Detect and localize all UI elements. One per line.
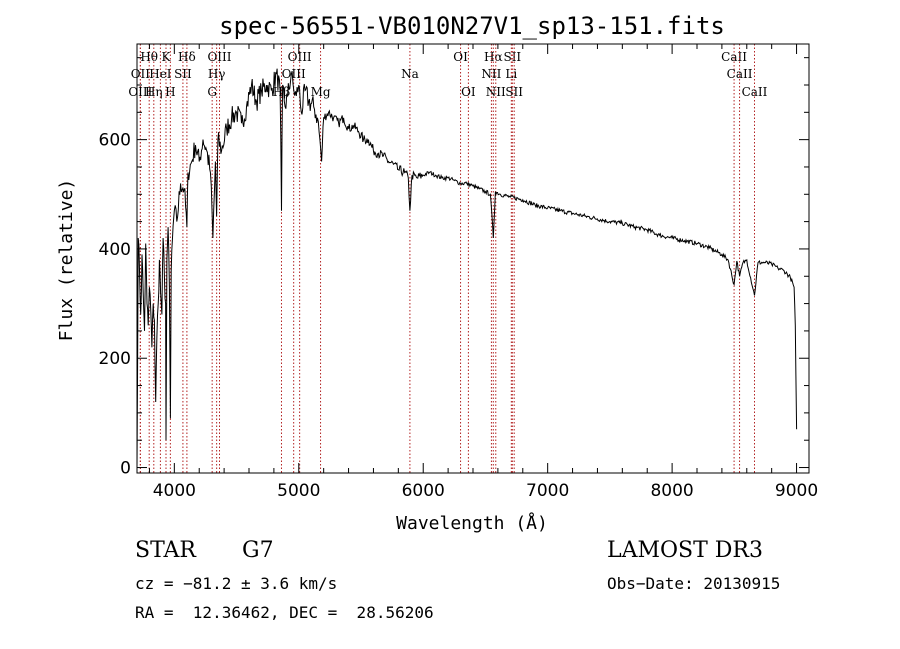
line-label-2: Hδ: [178, 50, 196, 64]
chart-title: spec-56551-VB010N27V1_sp13-151.fits: [219, 12, 725, 40]
object-subclass: G7: [242, 538, 274, 563]
line-label-10: HeI: [149, 67, 172, 81]
line-label-17: CaII: [727, 67, 753, 81]
x-axis-label: Wavelength (Å): [396, 512, 548, 534]
line-label-27: CaII: [742, 85, 768, 99]
object-class: STAR: [135, 538, 196, 563]
line-label-25: NII: [486, 85, 506, 99]
redshift-value: cz = −81.2 ± 3.6 km/s: [135, 574, 338, 593]
line-label-21: G: [207, 85, 217, 99]
series-line-0: [136, 68, 798, 468]
y-tick-label-3: 600: [99, 131, 131, 151]
x-tick-label-3: 7000: [526, 481, 569, 501]
line-label-16: Li: [505, 67, 517, 81]
sky-coordinates: RA = 12.36462, DEC = 28.56206: [135, 603, 434, 622]
x-tick-label-0: 4000: [153, 481, 196, 501]
y-axis-label: Flux (relative): [56, 179, 77, 342]
line-label-9: OII: [131, 67, 151, 81]
x-tick-label-2: 6000: [402, 481, 445, 501]
line-label-7: SII: [503, 50, 521, 64]
line-label-0: Hθ: [140, 50, 158, 64]
x-tick-label-4: 8000: [650, 481, 693, 501]
line-label-14: Na: [401, 67, 419, 81]
line-label-1: K: [162, 50, 172, 64]
line-label-22: Hβ: [273, 85, 290, 99]
line-label-19: Hη: [145, 85, 163, 99]
y-tick-label-2: 400: [99, 240, 131, 260]
observation-date: Obs−Date: 20130915: [607, 574, 781, 593]
x-axis-ticks: 4000 5000 6000 7000 8000 9000: [148, 44, 818, 501]
line-label-3: OIII: [207, 50, 231, 64]
line-label-15: NII: [481, 67, 501, 81]
line-label-6: Hα: [484, 50, 503, 64]
x-tick-label-1: 5000: [277, 481, 320, 501]
line-label-20: H: [165, 85, 175, 99]
y-tick-label-0: 0: [120, 459, 131, 479]
line-label-12: Hγ: [208, 67, 226, 81]
y-tick-label-1: 200: [99, 349, 131, 369]
line-label-26: SII: [505, 85, 523, 99]
line-label-13: OIII: [282, 67, 306, 81]
line-label-8: CaII: [721, 50, 747, 64]
spectrum-series: [136, 68, 798, 468]
y-axis-ticks: 0 200 400 600: [99, 57, 809, 479]
survey-name: LAMOST DR3: [607, 538, 763, 563]
line-label-24: OI: [461, 85, 476, 99]
line-label-23: Mg: [311, 85, 331, 99]
line-label-11: SII: [174, 67, 192, 81]
x-tick-label-5: 9000: [775, 481, 818, 501]
line-label-18: OIII: [128, 85, 152, 99]
line-label-4: OIII: [288, 50, 312, 64]
line-label-5: OI: [453, 50, 468, 64]
